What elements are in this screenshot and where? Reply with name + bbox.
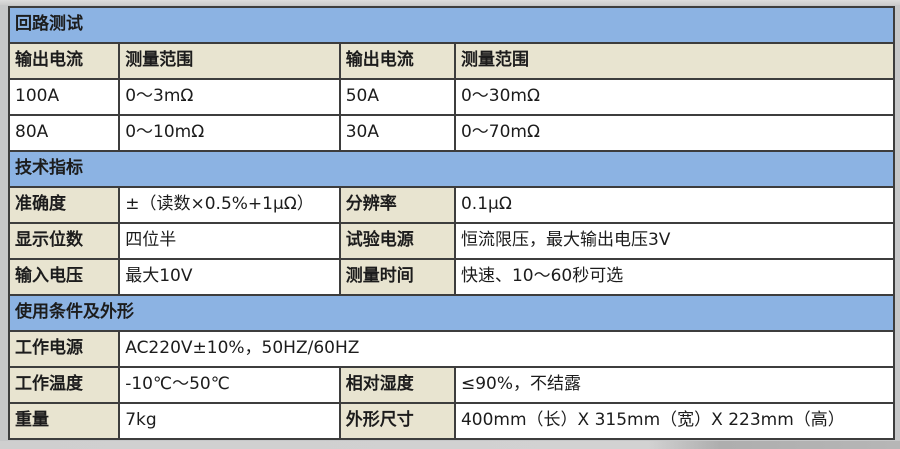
table-row: 100A 0～3mΩ 50A 0～30mΩ — [7, 78, 896, 116]
section-title: 使用条件及外形 — [8, 294, 895, 332]
value-cell: 0.1μΩ — [453, 186, 896, 224]
table-row: 输出电流 测量范围 输出电流 测量范围 — [7, 42, 896, 80]
table-row: 80A 0～10mΩ 30A 0～70mΩ — [7, 114, 896, 152]
section-header-row: 技术指标 — [8, 150, 895, 188]
label-cell: 显示位数 — [7, 222, 121, 260]
value-cell: 0～10mΩ — [118, 114, 341, 152]
label-cell: 测量范围 — [453, 42, 896, 80]
value-cell: 7kg — [118, 402, 341, 440]
label-cell: 测量时间 — [338, 258, 456, 296]
table-row: 显示位数 四位半 试验电源 恒流限压，最大输出电压3V — [7, 222, 896, 260]
value-cell: 0～3mΩ — [118, 78, 341, 116]
table-row: 重量 7kg 外形尺寸 400mm（长）X 315mm（宽）X 223mm（高） — [7, 402, 896, 440]
background-top-strip — [0, 0, 900, 5]
value-cell: 100A — [7, 78, 121, 116]
value-cell: 0～30mΩ — [453, 78, 896, 116]
label-cell: 试验电源 — [338, 222, 456, 260]
label-cell: 准确度 — [7, 186, 121, 224]
label-cell: 输出电流 — [7, 42, 121, 80]
value-cell: 0～70mΩ — [453, 114, 896, 152]
value-cell: 恒流限压，最大输出电压3V — [453, 222, 896, 260]
value-cell: 最大10V — [118, 258, 341, 296]
section-title: 技术指标 — [8, 150, 895, 188]
table-row: 工作电源 AC220V±10%，50HZ/60HZ — [7, 330, 895, 368]
value-cell: 四位半 — [118, 222, 341, 260]
value-cell: 80A — [7, 114, 121, 152]
label-cell: 相对湿度 — [338, 366, 456, 404]
value-cell: 30A — [338, 114, 456, 152]
background-bottom-shadow — [0, 441, 900, 449]
label-cell: 工作温度 — [7, 366, 121, 404]
label-cell: 输入电压 — [7, 258, 121, 296]
spec-table-body: 回路测试 输出电流 测量范围 输出电流 测量范围 100A 0～3mΩ 50A 0～30mΩ 80… — [7, 6, 896, 440]
value-cell: ±（读数×0.5%+1μΩ） — [118, 186, 341, 224]
table-row: 工作温度 -10℃～50℃ 相对湿度 ≤90%，不结露 — [7, 366, 896, 404]
label-cell: 外形尺寸 — [338, 402, 456, 440]
value-cell: 400mm（长）X 315mm（宽）X 223mm（高） — [453, 402, 896, 440]
label-cell: 重量 — [7, 402, 121, 440]
label-cell: 输出电流 — [338, 42, 456, 80]
value-cell: ≤90%，不结露 — [453, 366, 896, 404]
value-cell: -10℃～50℃ — [118, 366, 341, 404]
label-cell: 测量范围 — [118, 42, 341, 80]
section-header-row: 回路测试 — [8, 6, 895, 44]
label-cell: 工作电源 — [7, 330, 121, 368]
spec-table: 回路测试 输出电流 测量范围 输出电流 测量范围 100A 0～3mΩ 50A 0～30mΩ 80… — [7, 6, 896, 440]
value-cell: AC220V±10%，50HZ/60HZ — [118, 330, 895, 368]
table-row: 准确度 ±（读数×0.5%+1μΩ） 分辨率 0.1μΩ — [7, 186, 896, 224]
value-cell: 50A — [338, 78, 456, 116]
label-cell: 分辨率 — [338, 186, 456, 224]
section-header-row: 使用条件及外形 — [8, 294, 895, 332]
table-row: 输入电压 最大10V 测量时间 快速、10～60秒可选 — [7, 258, 896, 296]
section-title: 回路测试 — [8, 6, 895, 44]
value-cell: 快速、10～60秒可选 — [453, 258, 896, 296]
